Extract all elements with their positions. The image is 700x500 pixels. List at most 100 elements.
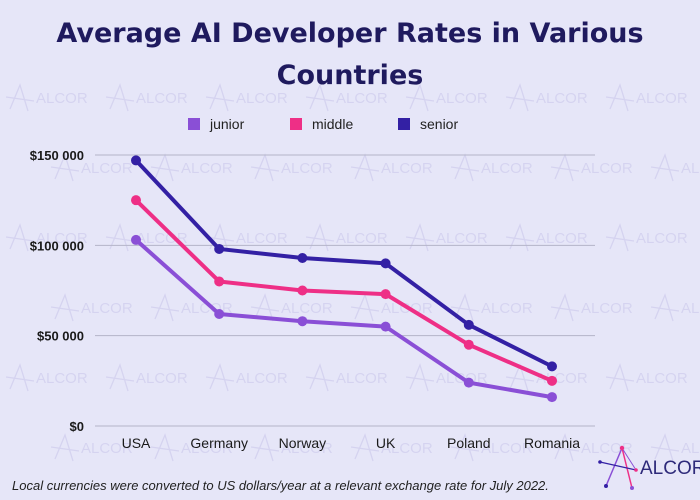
- point-senior-usa: [131, 155, 141, 166]
- series-junior: [131, 234, 557, 403]
- svg-text:ALCOR: ALCOR: [536, 90, 588, 107]
- x-tick-label-poland: Poland: [447, 435, 491, 451]
- svg-text:ALCOR: ALCOR: [581, 440, 633, 457]
- svg-text:ALCOR: ALCOR: [181, 160, 233, 177]
- watermark-mark-8: ALCOR: [150, 153, 233, 182]
- point-middle-norway: [297, 285, 308, 296]
- svg-text:ALCOR: ALCOR: [636, 230, 688, 247]
- chart-title: Average AI Developer Rates in Various Co…: [56, 18, 643, 91]
- svg-text:ALCOR: ALCOR: [236, 370, 288, 387]
- watermark-mark-26: ALCOR: [550, 293, 633, 322]
- watermark-mark-37: ALCOR: [250, 433, 333, 462]
- svg-text:ALCOR: ALCOR: [381, 160, 433, 177]
- svg-text:ALCOR: ALCOR: [181, 440, 233, 457]
- watermark-mark-25: ALCOR: [450, 293, 533, 322]
- watermark-mark-39: ALCOR: [450, 433, 533, 462]
- watermark-mark-31: ALCOR: [305, 363, 388, 392]
- svg-text:ALCOR: ALCOR: [136, 230, 188, 247]
- svg-text:ALCOR: ALCOR: [436, 90, 488, 107]
- watermark-mark-2: ALCOR: [205, 83, 288, 112]
- watermark-mark-28: ALCOR: [5, 363, 88, 392]
- legend-swatch-junior: [188, 118, 200, 130]
- svg-text:ALCOR: ALCOR: [236, 230, 288, 247]
- svg-text:ALCOR: ALCOR: [536, 230, 588, 247]
- point-senior-norway: [297, 252, 308, 263]
- svg-text:ALCOR: ALCOR: [281, 440, 333, 457]
- svg-text:ALCOR: ALCOR: [581, 300, 633, 317]
- point-junior-usa: [131, 234, 141, 245]
- legend-label-senior: senior: [420, 116, 458, 132]
- watermark-mark-11: ALCOR: [450, 153, 533, 182]
- y-tick-label-1: $50 000: [37, 329, 84, 344]
- watermark-mark-34: ALCOR: [605, 363, 688, 392]
- watermark-mark-38: ALCOR: [350, 433, 433, 462]
- svg-text:ALCOR: ALCOR: [36, 230, 88, 247]
- point-middle-germany: [214, 276, 225, 287]
- point-middle-romania: [547, 375, 557, 386]
- y-tick-label-0: $0: [70, 419, 84, 434]
- x-tick-label-germany: Germany: [190, 435, 248, 451]
- series-senior: [131, 155, 557, 372]
- watermark-mark-36: ALCOR: [150, 433, 233, 462]
- legend-item-senior: senior: [398, 116, 458, 132]
- point-senior-germany: [214, 243, 225, 254]
- svg-text:ALCOR: ALCOR: [481, 440, 533, 457]
- watermark-mark-19: ALCOR: [505, 223, 588, 252]
- watermark-mark-10: ALCOR: [350, 153, 433, 182]
- watermark-mark-15: ALCOR: [105, 223, 188, 252]
- y-tick-label-2: $100 000: [30, 238, 84, 253]
- svg-text:ALCOR: ALCOR: [281, 160, 333, 177]
- point-senior-uk: [380, 258, 391, 269]
- watermark-mark-13: ALCOR: [650, 153, 700, 182]
- alcor-logo-icon: [598, 445, 638, 490]
- watermark-mark-27: ALCOR: [650, 293, 700, 322]
- watermark-mark-29: ALCOR: [105, 363, 188, 392]
- point-middle-poland: [463, 339, 474, 350]
- series-line-middle: [134, 198, 553, 383]
- y-axis-ticks: $0 $50 000 $100 000 $150 000: [30, 148, 84, 434]
- svg-text:ALCOR: ALCOR: [636, 90, 688, 107]
- legend-swatch-senior: [398, 118, 410, 130]
- svg-text:ALCOR: ALCOR: [136, 90, 188, 107]
- svg-text:ALCOR: ALCOR: [681, 160, 700, 177]
- point-junior-romania: [547, 392, 557, 403]
- svg-text:ALCOR: ALCOR: [36, 90, 88, 107]
- watermark-mark-20: ALCOR: [605, 223, 688, 252]
- svg-text:ALCOR: ALCOR: [336, 370, 388, 387]
- x-tick-label-romania: Romania: [524, 435, 580, 451]
- legend-item-junior: junior: [188, 116, 245, 132]
- x-axis-ticks: USA Germany Norway UK Poland Romania: [122, 435, 581, 451]
- svg-text:ALCOR: ALCOR: [581, 160, 633, 177]
- alcor-logo-text: ALCOR: [640, 458, 700, 479]
- watermark-mark-21: ALCOR: [50, 293, 133, 322]
- svg-text:ALCOR: ALCOR: [81, 160, 133, 177]
- watermark-mark-23: ALCOR: [250, 293, 333, 322]
- point-senior-poland: [463, 319, 474, 330]
- watermark-mark-12: ALCOR: [550, 153, 633, 182]
- watermark-mark-4: ALCOR: [405, 83, 488, 112]
- watermark-mark-14: ALCOR: [5, 223, 88, 252]
- legend: junior middle senior: [188, 116, 458, 132]
- svg-text:ALCOR: ALCOR: [281, 300, 333, 317]
- svg-text:ALCOR: ALCOR: [481, 160, 533, 177]
- point-junior-norway: [297, 316, 308, 327]
- watermark-mark-3: ALCOR: [305, 83, 388, 112]
- watermark-mark-7: ALCOR: [50, 153, 133, 182]
- svg-text:ALCOR: ALCOR: [236, 90, 288, 107]
- svg-text:ALCOR: ALCOR: [36, 370, 88, 387]
- series-middle: [131, 195, 557, 386]
- x-tick-label-uk: UK: [376, 435, 396, 451]
- svg-text:ALCOR: ALCOR: [81, 440, 133, 457]
- watermark-mark-35: ALCOR: [50, 433, 133, 462]
- svg-text:ALCOR: ALCOR: [81, 300, 133, 317]
- watermark-mark-41: ALCOR: [650, 433, 700, 462]
- legend-label-junior: junior: [209, 116, 245, 132]
- grid: [95, 154, 595, 427]
- y-tick-label-3: $150 000: [30, 148, 84, 163]
- svg-text:ALCOR: ALCOR: [336, 90, 388, 107]
- chart-title-line-1: Average AI Developer Rates in Various: [56, 18, 643, 49]
- alcor-logo: ALCOR: [598, 445, 700, 490]
- series-layer: [131, 155, 557, 403]
- watermark-mark-1: ALCOR: [105, 83, 188, 112]
